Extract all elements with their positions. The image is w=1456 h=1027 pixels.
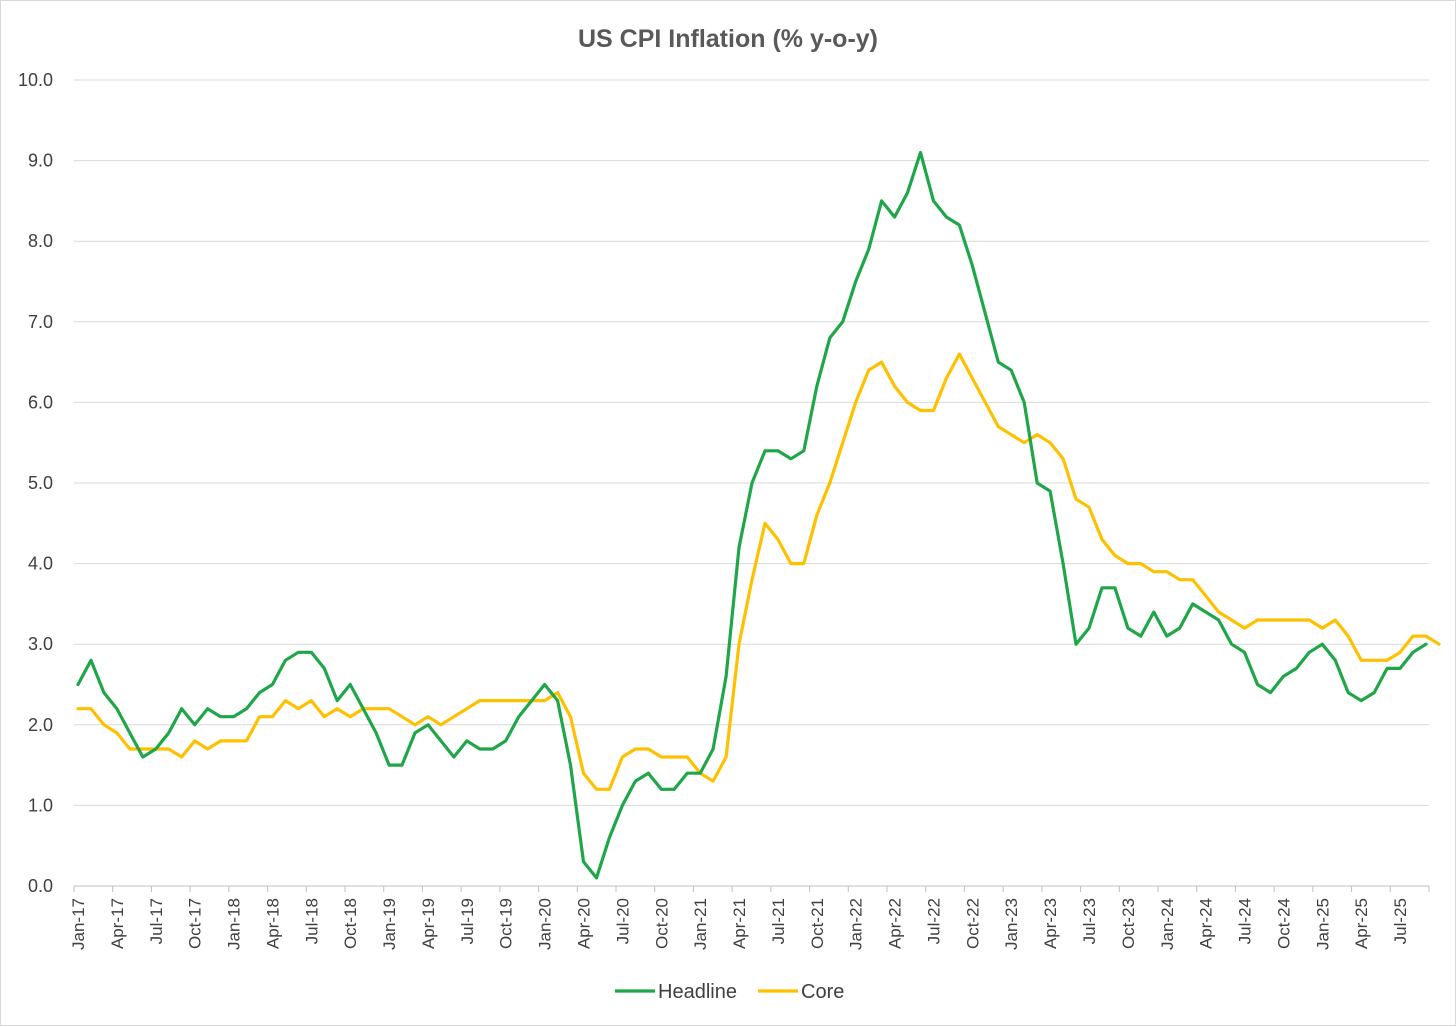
x-tick-label: Jul-25 bbox=[1391, 898, 1410, 944]
x-tick-label: Jan-19 bbox=[380, 898, 399, 950]
x-tick-label: Oct-18 bbox=[341, 898, 360, 949]
chart-title: US CPI Inflation (% y-o-y) bbox=[578, 25, 878, 53]
x-tick-label: Apr-23 bbox=[1041, 898, 1060, 949]
x-tick-label: Oct-23 bbox=[1119, 898, 1138, 949]
x-tick-label: Apr-18 bbox=[263, 898, 282, 949]
x-tick-label: Apr-20 bbox=[575, 898, 594, 949]
x-tick-label: Jan-23 bbox=[1002, 898, 1021, 950]
legend-label-core: Core bbox=[801, 981, 844, 1003]
y-tick-label: 5.0 bbox=[28, 473, 53, 493]
x-tick-label: Jan-18 bbox=[225, 898, 244, 950]
y-tick-label: 6.0 bbox=[28, 392, 53, 412]
x-tick-label: Apr-21 bbox=[730, 898, 749, 949]
y-tick-label: 1.0 bbox=[28, 795, 53, 815]
axes: 0.0 1.0 2.0 3.0 4.0 5.0 6.0 7.0 8.0 9.0 10.0 Jan-17… bbox=[18, 70, 1430, 950]
x-tick-label: Oct-21 bbox=[808, 898, 827, 949]
x-tick-label: Apr-22 bbox=[886, 898, 905, 949]
x-tick-label: Jul-24 bbox=[1236, 898, 1255, 944]
y-tick-label: 4.0 bbox=[28, 554, 53, 574]
x-tick-label: Jan-21 bbox=[691, 898, 710, 950]
series-line-core bbox=[76, 352, 1441, 791]
x-tick-label: Jul-21 bbox=[769, 898, 788, 944]
x-tick-label: Jan-24 bbox=[1158, 898, 1177, 950]
x-tick-label: Jul-22 bbox=[924, 898, 943, 944]
x-tick-label: Jul-17 bbox=[147, 898, 166, 944]
x-tick-label: Apr-17 bbox=[108, 898, 127, 949]
series-lines bbox=[76, 150, 1441, 880]
x-tick-label: Apr-24 bbox=[1197, 898, 1216, 949]
x-tick-label: Jul-20 bbox=[613, 898, 632, 944]
y-tick-label: 10.0 bbox=[18, 70, 53, 90]
x-tick-label: Jan-20 bbox=[536, 898, 555, 950]
y-tick-label: 2.0 bbox=[28, 715, 53, 735]
y-tick-label: 3.0 bbox=[28, 634, 53, 654]
x-tick-label: Oct-19 bbox=[497, 898, 516, 949]
x-tick-label: Jul-23 bbox=[1080, 898, 1099, 944]
x-tick-label: Jan-25 bbox=[1313, 898, 1332, 950]
x-tick-label: Jul-19 bbox=[458, 898, 477, 944]
legend-label-headline: Headline bbox=[658, 981, 737, 1003]
x-tick-label: Jan-17 bbox=[69, 898, 88, 950]
y-tick-label: 7.0 bbox=[28, 312, 53, 332]
x-tick-label: Oct-22 bbox=[963, 898, 982, 949]
series-line-headline bbox=[76, 150, 1428, 880]
y-tick-label: 9.0 bbox=[28, 151, 53, 171]
x-tick-label: Oct-20 bbox=[652, 898, 671, 949]
x-tick-label: Oct-24 bbox=[1274, 898, 1293, 949]
x-tick-label: Oct-17 bbox=[186, 898, 205, 949]
x-tick-label: Jul-18 bbox=[302, 898, 321, 944]
legend: Headline Core bbox=[615, 981, 844, 1003]
x-tick-label: Apr-25 bbox=[1352, 898, 1371, 949]
y-tick-label: 8.0 bbox=[28, 231, 53, 251]
x-tick-label: Apr-19 bbox=[419, 898, 438, 949]
gridlines bbox=[74, 79, 1429, 806]
x-tick-label: Jan-22 bbox=[847, 898, 866, 950]
y-tick-label: 0.0 bbox=[28, 876, 53, 896]
